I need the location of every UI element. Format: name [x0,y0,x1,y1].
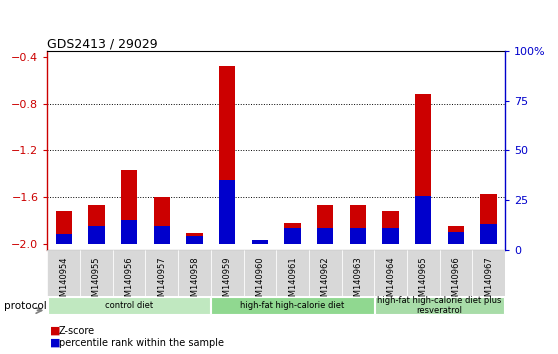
Bar [153,226,170,244]
Bar [243,250,276,296]
Bar [448,226,464,244]
Bar [252,240,268,244]
Text: GSM140956: GSM140956 [124,256,133,307]
Text: high-fat high-calorie diet plus
resveratrol: high-fat high-calorie diet plus resverat… [377,296,502,315]
Bar [374,250,407,296]
Text: GSM140966: GSM140966 [451,256,460,307]
Text: GSM140958: GSM140958 [190,256,199,307]
Bar [285,223,301,244]
Bar [317,205,333,244]
Bar [382,211,399,244]
Bar [211,297,374,314]
Bar [309,250,341,296]
Bar [153,197,170,244]
Text: GSM140965: GSM140965 [419,256,428,307]
Text: GSM140957: GSM140957 [157,256,166,307]
Bar [219,67,235,244]
Bar [211,250,243,296]
Text: protocol: protocol [4,301,47,311]
Bar [80,250,113,296]
Bar [56,234,72,244]
Bar [448,232,464,244]
Bar [407,250,440,296]
Text: GSM140960: GSM140960 [256,256,264,307]
Bar [113,250,146,296]
Bar [252,240,268,244]
Bar [186,236,203,244]
Bar [341,250,374,296]
Bar [146,250,178,296]
Text: GSM140955: GSM140955 [92,256,101,307]
Text: percentile rank within the sample: percentile rank within the sample [59,338,224,348]
Text: GDS2413 / 29029: GDS2413 / 29029 [47,37,158,50]
Text: GSM140954: GSM140954 [59,256,68,307]
Bar [480,224,497,244]
Text: GSM140964: GSM140964 [386,256,395,307]
Bar [285,228,301,244]
Bar [480,194,497,244]
Text: GSM140967: GSM140967 [484,256,493,307]
Bar [121,220,137,244]
Bar [88,205,105,244]
Text: high-fat high-calorie diet: high-fat high-calorie diet [240,301,345,310]
Bar [47,250,80,296]
Bar [178,250,211,296]
Text: GSM140963: GSM140963 [353,256,362,307]
Text: control diet: control diet [105,301,153,310]
Text: Z-score: Z-score [59,326,95,336]
Bar [219,180,235,244]
Bar [276,250,309,296]
Text: GSM140959: GSM140959 [223,256,232,307]
Text: ■: ■ [50,326,61,336]
Text: ■: ■ [50,338,61,348]
Bar [350,228,366,244]
Bar [440,250,472,296]
Bar [121,170,137,244]
Bar [415,196,431,244]
Bar [382,228,399,244]
Bar [350,205,366,244]
Bar [48,297,210,314]
Bar [186,233,203,244]
Bar [317,228,333,244]
Bar [56,211,72,244]
Text: GSM140961: GSM140961 [288,256,297,307]
Bar [375,297,504,314]
Text: GSM140962: GSM140962 [321,256,330,307]
Bar [472,250,505,296]
Bar [415,95,431,244]
Bar [88,226,105,244]
